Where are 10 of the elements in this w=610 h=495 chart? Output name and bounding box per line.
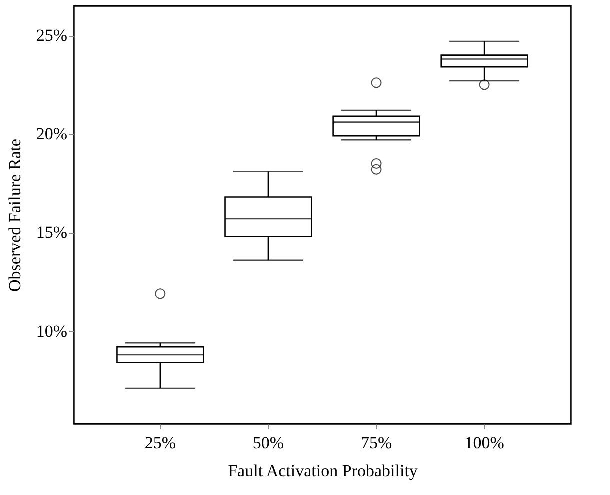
y-axis-title: Observed Failure Rate bbox=[5, 139, 24, 292]
y-tick-label: 10% bbox=[36, 322, 68, 341]
y-tick-label: 20% bbox=[36, 124, 68, 144]
x-tick-label: 50% bbox=[252, 434, 284, 452]
x-tick-label: 75% bbox=[360, 434, 392, 452]
y-tick-label: 25% bbox=[36, 26, 68, 46]
x-tick-label: 100% bbox=[464, 434, 504, 452]
y-tick-label: 15% bbox=[36, 223, 68, 242]
x-tick-label: 25% bbox=[144, 434, 176, 452]
x-axis-title: Fault Activation Probability bbox=[228, 462, 418, 480]
